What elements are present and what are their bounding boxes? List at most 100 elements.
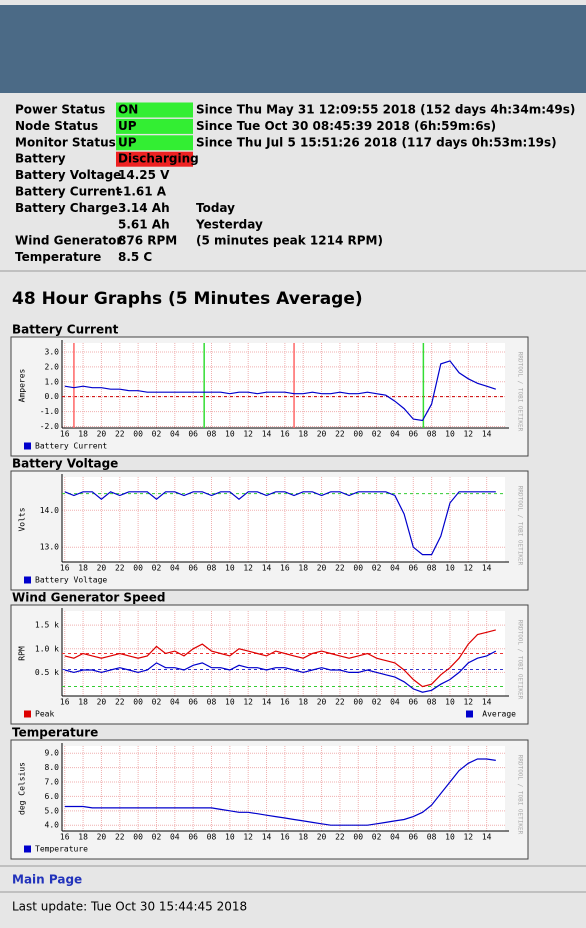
x-tick-label: 08: [427, 833, 437, 842]
x-tick-label: 22: [115, 833, 125, 842]
plot-area: [62, 477, 505, 562]
status-value: 14.25 V: [118, 168, 170, 182]
status-value: 876 RPM: [118, 234, 177, 248]
x-tick-label: 20: [97, 430, 107, 439]
x-tick-label: 10: [225, 698, 235, 707]
x-tick-label: 16: [280, 564, 290, 573]
watermark: RRDTOOL / TOBI OETIKER: [517, 620, 524, 700]
x-tick-label: 02: [152, 564, 162, 573]
x-tick-label: 14: [482, 833, 492, 842]
y-tick-label: 7.0: [45, 778, 60, 787]
legend-label: Peak: [35, 710, 54, 719]
legend-swatch: [24, 442, 31, 450]
x-tick-label: 12: [463, 564, 473, 573]
status-note: (5 minutes peak 1214 RPM): [196, 234, 383, 248]
status-highlight: [116, 151, 193, 167]
header-banner: [0, 5, 586, 93]
status-note: Today: [196, 201, 235, 215]
x-tick-label: 22: [335, 698, 345, 707]
x-tick-label: 12: [463, 430, 473, 439]
x-tick-label: 18: [298, 698, 308, 707]
x-tick-label: 06: [188, 698, 198, 707]
x-tick-label: 14: [262, 833, 272, 842]
series-line: [64, 629, 496, 688]
x-tick-label: 08: [207, 833, 217, 842]
x-tick-label: 08: [207, 564, 217, 573]
main-page-link[interactable]: Main Page: [12, 873, 82, 887]
x-tick-label: 06: [408, 564, 418, 573]
status-label: Battery Voltage: [15, 168, 121, 182]
watermark: RRDTOOL / TOBI OETIKER: [517, 486, 524, 566]
graph-title: Wind Generator Speed: [12, 591, 166, 605]
x-tick-label: 12: [243, 564, 253, 573]
legend-label: Battery Voltage: [35, 576, 107, 585]
status-label: Monitor Status: [15, 135, 116, 149]
y-tick-label: -2.0: [40, 422, 59, 431]
x-tick-label: 20: [97, 564, 107, 573]
status-note: Since Tue Oct 30 08:45:39 2018 (6h:59m:6…: [196, 119, 496, 133]
x-tick-label: 02: [372, 698, 382, 707]
y-axis-label: RPM: [18, 646, 27, 661]
y-axis-label: Amperes: [18, 368, 27, 402]
status-label: Wind Generator: [15, 234, 122, 248]
legend-label: Average: [482, 710, 516, 719]
x-tick-label: 00: [353, 430, 363, 439]
y-axis-label: deg Celsius: [18, 762, 27, 815]
x-tick-label: 02: [152, 698, 162, 707]
y-tick-label: 1.0 k: [35, 644, 59, 653]
x-tick-label: 16: [60, 833, 70, 842]
y-tick-label: 0.0: [45, 392, 60, 401]
x-tick-label: 06: [188, 833, 198, 842]
series-line: [64, 491, 496, 556]
y-tick-label: 6.0: [45, 792, 60, 801]
status-note: Yesterday: [195, 217, 263, 231]
x-tick-label: 16: [280, 833, 290, 842]
y-tick-label: 0.5 k: [35, 668, 59, 677]
x-tick-label: 04: [390, 564, 400, 573]
x-tick-label: 00: [133, 430, 143, 439]
y-tick-label: 14.0: [40, 506, 59, 515]
legend-label: Temperature: [35, 845, 88, 854]
x-tick-label: 10: [445, 430, 455, 439]
y-tick-label: 13.0: [40, 543, 59, 552]
y-tick-label: 9.0: [45, 749, 60, 758]
status-value: ON: [118, 103, 138, 117]
watermark: RRDTOOL / TOBI OETIKER: [517, 755, 524, 835]
status-value: UP: [118, 135, 137, 149]
x-tick-label: 16: [280, 430, 290, 439]
x-tick-label: 12: [463, 698, 473, 707]
x-tick-label: 06: [408, 698, 418, 707]
graph-title: Battery Voltage: [12, 457, 118, 471]
graph-title: Temperature: [12, 726, 98, 740]
x-tick-label: 02: [152, 430, 162, 439]
x-tick-label: 10: [225, 833, 235, 842]
x-tick-label: 20: [97, 698, 107, 707]
status-label: Battery: [15, 152, 66, 166]
legend-swatch: [466, 710, 473, 718]
status-label: Battery Charge: [15, 201, 118, 215]
x-tick-label: 02: [372, 833, 382, 842]
y-tick-label: 5.0: [45, 806, 60, 815]
x-tick-label: 00: [353, 698, 363, 707]
x-tick-label: 10: [445, 564, 455, 573]
x-tick-label: 00: [133, 564, 143, 573]
status-value: Discharging: [118, 152, 199, 166]
x-tick-label: 06: [408, 833, 418, 842]
x-tick-label: 14: [262, 430, 272, 439]
status-value: UP: [118, 119, 137, 133]
x-tick-label: 02: [152, 833, 162, 842]
x-tick-label: 10: [225, 430, 235, 439]
legend-label: Battery Current: [35, 442, 107, 451]
x-tick-label: 04: [170, 430, 180, 439]
x-tick-label: 20: [317, 698, 327, 707]
y-tick-label: 8.0: [45, 763, 60, 772]
graph-title: Battery Current: [12, 323, 119, 337]
y-tick-label: 4.0: [45, 821, 60, 830]
x-tick-label: 10: [445, 698, 455, 707]
x-tick-label: 00: [353, 564, 363, 573]
section-title: 48 Hour Graphs (5 Minutes Average): [12, 289, 363, 309]
x-tick-label: 10: [225, 564, 235, 573]
status-value: 3.14 Ah: [118, 201, 170, 215]
x-tick-label: 04: [170, 564, 180, 573]
